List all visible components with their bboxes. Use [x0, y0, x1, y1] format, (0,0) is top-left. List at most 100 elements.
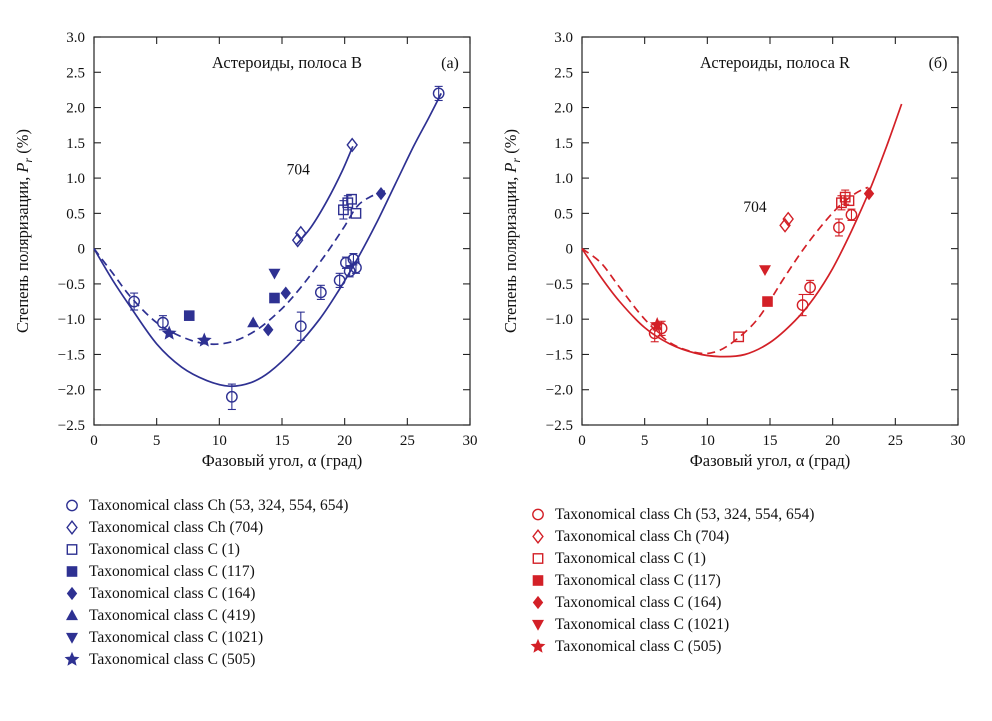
- annotation-704: 704: [287, 162, 311, 179]
- legend-item-label: Taxonomical class C (117): [555, 571, 721, 589]
- y-tick-label: 1.0: [66, 171, 85, 187]
- y-tick-label: 2.5: [554, 65, 573, 81]
- data-point-circle-open: [314, 286, 327, 299]
- data-point-triangle-down-filled: [758, 265, 771, 276]
- legend-item: Taxonomical class Ch (53, 324, 554, 654): [528, 505, 814, 524]
- data-point-diamond-open: [346, 137, 358, 153]
- x-axis-label: Фазовый угол, α (град): [202, 451, 362, 470]
- legend-item-label: Taxonomical class C (164): [89, 584, 256, 602]
- data-point-diamond-open: [291, 232, 304, 248]
- data-point-circle-open: [128, 295, 141, 308]
- star-filled: [64, 651, 80, 666]
- square-filled: [532, 575, 544, 586]
- diamond-open: [66, 520, 78, 535]
- data-point-circle-open: [833, 221, 845, 234]
- chart-svg-band-b: 0 5 10 15 20 25 30 3.0 2.5 2.0 1.5 1.0 0.5 0 −0.5 −1.0 −…: [13, 30, 478, 470]
- data-point-square-open: [843, 195, 855, 207]
- x-tick-label: 20: [337, 433, 352, 449]
- data-point-diamond-open: [782, 211, 794, 227]
- star-filled-icon: [64, 651, 80, 666]
- x-tick-label: 25: [400, 433, 415, 449]
- square-open: [532, 553, 544, 564]
- star-filled: [530, 638, 546, 653]
- y-tick-label: −1.5: [58, 347, 85, 363]
- phase-curve-solid: [93, 93, 442, 388]
- data-point-circle-open: [350, 261, 362, 274]
- legend-band-r: Taxonomical class Ch (53, 324, 554, 654)…: [528, 505, 814, 656]
- triangle-down-filled: [66, 632, 78, 644]
- y-tick-label: 1.5: [66, 136, 85, 152]
- panel-letter: (а): [441, 55, 459, 72]
- data-point-diamond-filled: [280, 286, 291, 300]
- y-tick-label: −2.5: [546, 418, 573, 434]
- legend-item: Taxonomical class C (164): [62, 584, 348, 603]
- legend-item-label: Taxonomical class C (505): [89, 650, 256, 668]
- circle-open-icon: [532, 508, 544, 521]
- y-tick-label: 0.5: [554, 206, 573, 222]
- y-tick-label: −0.5: [58, 277, 85, 293]
- diamond-filled-icon: [532, 595, 544, 610]
- legend-item-label: Taxonomical class Ch (704): [555, 527, 730, 545]
- legend-band-b: Taxonomical class Ch (53, 324, 554, 654)…: [62, 496, 348, 669]
- triangle-down-filled-icon: [532, 619, 544, 631]
- legend-item-label: Taxonomical class C (419): [89, 606, 256, 624]
- data-point-circle-open: [333, 274, 346, 287]
- square-filled: [66, 566, 78, 577]
- legend-item: Taxonomical class C (117): [62, 562, 348, 581]
- legend-item: Taxonomical class C (505): [62, 650, 348, 669]
- legend-item-label: Taxonomical class C (117): [89, 562, 255, 580]
- data-point-square-open: [836, 197, 847, 209]
- legend-item-label: Taxonomical class C (1): [555, 549, 706, 567]
- x-tick-label: 10: [700, 433, 715, 449]
- diamond-open-icon: [532, 529, 544, 544]
- triangle-up-filled: [66, 609, 78, 621]
- data-point-diamond-filled: [375, 187, 387, 201]
- triangle-down-filled: [532, 619, 544, 631]
- data-point-diamond-filled: [263, 323, 274, 337]
- data-point-circle-open: [804, 281, 817, 294]
- chart-panel-band-b: 0 5 10 15 20 25 30 3.0 2.5 2.0 1.5 1.0 0.5 0 −0.5 −1.0 −…: [8, 0, 504, 483]
- phase-curve-solid: [581, 103, 903, 358]
- x-tick-label: 20: [825, 433, 840, 449]
- x-tick-label: 0: [578, 433, 586, 449]
- x-tick-label: 5: [641, 433, 649, 449]
- data-point-diamond-open: [779, 217, 791, 233]
- y-tick-label: −1.0: [546, 312, 573, 328]
- square-open-icon: [66, 544, 78, 555]
- data-point-square-open: [350, 207, 362, 219]
- y-tick-label: 3.0: [66, 30, 85, 46]
- data-point-square-open: [342, 197, 354, 209]
- legend-item-label: Taxonomical class Ch (53, 324, 554, 654): [89, 496, 349, 514]
- plot-frame: [581, 36, 959, 426]
- legend-item: Taxonomical class Ch (704): [528, 527, 814, 546]
- data-point-circle-open: [845, 208, 858, 221]
- legend-item-label: Taxonomical class Ch (53, 324, 554, 654): [555, 505, 815, 523]
- phase-curve-dashed: [93, 190, 386, 346]
- y-tick-label: 1.5: [554, 136, 573, 152]
- y-tick-label: −1.0: [58, 312, 85, 328]
- legend-item: Taxonomical class C (1): [528, 549, 814, 568]
- y-tick-label: −0.5: [546, 277, 573, 293]
- data-point-square-open: [839, 191, 851, 203]
- data-point-circle-open: [347, 253, 360, 266]
- x-tick-label: 30: [463, 433, 478, 449]
- panel-title: Астероиды, полоса R: [700, 53, 850, 72]
- y-tick-label: −1.5: [546, 347, 573, 363]
- y-tick-label: 0: [566, 242, 574, 258]
- y-tick-label: 2.5: [66, 65, 85, 81]
- y-axis-label: Степень поляризации, Pr (%): [13, 129, 35, 333]
- phase-curve-dashed: [581, 186, 869, 355]
- diamond-filled: [66, 586, 78, 601]
- y-tick-label: −2.0: [546, 383, 573, 399]
- circle-open-icon: [66, 499, 78, 512]
- data-point-circle-open: [157, 316, 169, 329]
- diamond-filled-icon: [66, 586, 78, 601]
- y-tick-label: −2.5: [58, 418, 85, 434]
- data-point-square-filled: [269, 292, 280, 304]
- square-filled-icon: [532, 575, 544, 586]
- data-point-diamond-open: [295, 225, 307, 241]
- square-open-icon: [532, 553, 544, 564]
- data-point-triangle-down-filled: [268, 268, 281, 280]
- legend-item: Taxonomical class C (419): [62, 606, 348, 625]
- x-tick-label: 5: [153, 433, 161, 449]
